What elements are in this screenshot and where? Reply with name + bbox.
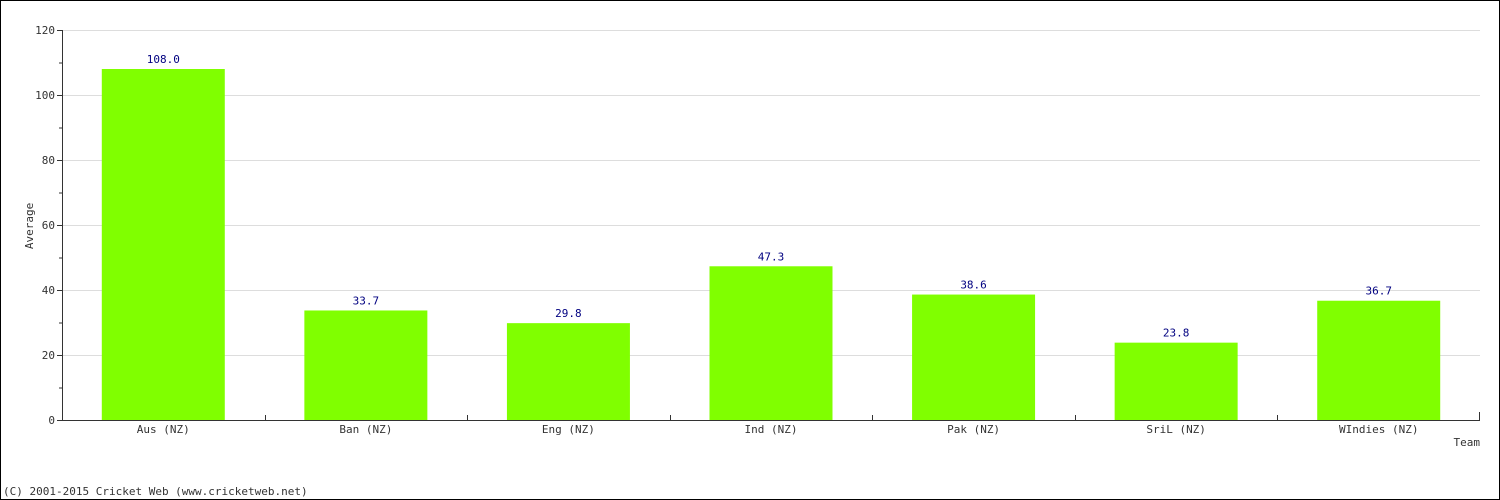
y-tick-label: 60	[42, 219, 55, 232]
y-tick-label: 40	[42, 284, 55, 297]
bar	[1114, 342, 1238, 420]
y-axis-label: Average	[23, 203, 36, 249]
gridlines	[62, 30, 1480, 356]
bar	[506, 323, 630, 420]
y-tick-label: 120	[35, 24, 55, 37]
bar	[101, 69, 225, 420]
data-labels: 108.0 33.7 29.8 47.3 38.6 23.8 36.7	[147, 53, 1392, 340]
bar-value-label: 47.3	[758, 250, 785, 263]
x-tick-label: WIndies (NZ)	[1339, 423, 1418, 436]
y-tick-label: 20	[42, 349, 55, 362]
bar-value-label: 33.7	[353, 294, 380, 307]
bar-value-label: 36.7	[1365, 285, 1392, 298]
x-tick-label: Ind (NZ)	[745, 423, 798, 436]
x-tick-label: Eng (NZ)	[542, 423, 595, 436]
x-tick-label: Ban (NZ)	[339, 423, 392, 436]
x-tick-label: Aus (NZ)	[137, 423, 190, 436]
x-tick-label: Pak (NZ)	[947, 423, 1000, 436]
bar	[912, 294, 1036, 420]
bars	[101, 69, 1441, 420]
y-tick-label: 100	[35, 89, 55, 102]
x-tick-labels: Aus (NZ) Ban (NZ) Eng (NZ) Ind (NZ) Pak (NZ)…	[137, 423, 1419, 436]
y-tick-label: 0	[48, 414, 55, 427]
bar-value-label: 108.0	[147, 53, 180, 66]
axes	[57, 30, 1480, 421]
bar	[709, 266, 833, 420]
bar-value-label: 23.8	[1163, 327, 1190, 340]
y-tick-labels: 0 20 40 60 80 100 120	[35, 24, 55, 427]
bar	[304, 310, 428, 420]
bar-value-label: 29.8	[555, 307, 582, 320]
bar	[1317, 300, 1441, 420]
x-tick-label: SriL (NZ)	[1146, 423, 1206, 436]
copyright-footer: (C) 2001-2015 Cricket Web (www.cricketwe…	[3, 485, 308, 498]
y-tick-label: 80	[42, 154, 55, 167]
x-axis-label: Team	[1454, 436, 1481, 449]
bar-value-label: 38.6	[960, 279, 987, 292]
